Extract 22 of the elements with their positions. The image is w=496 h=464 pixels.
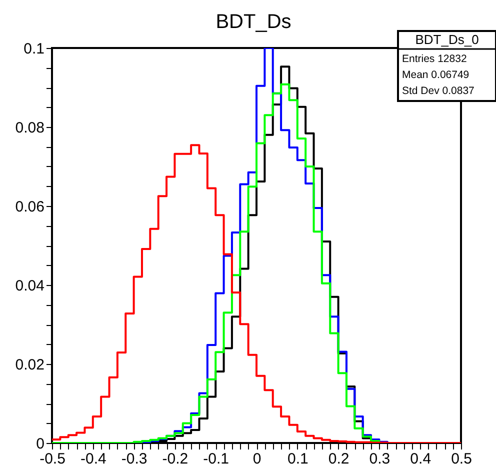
y-tick-label: 0.1 [24, 40, 44, 58]
y-tick-label: 0.06 [15, 198, 44, 216]
text: BDT_Ds_0 [415, 32, 479, 47]
x-tick-label: -0.1 [203, 450, 230, 464]
x-tick-label: -0.3 [121, 450, 148, 464]
x-tick-label: 0.2 [328, 450, 350, 464]
x-tick-label: -0.5 [40, 450, 66, 464]
x-tick-label: 0 [252, 450, 262, 464]
x-tick-label: 0.4 [410, 450, 432, 464]
annotation: Entries 12832 [402, 53, 467, 65]
x-tick-label: -0.2 [162, 450, 188, 464]
y-tick-label: 0.02 [15, 356, 44, 374]
annotation: Std Dev 0.0837 [402, 85, 475, 97]
x-tick-label: 0.5 [451, 450, 472, 464]
y-tick-label: 0.04 [15, 278, 44, 294]
y-tick-label: 0 [36, 436, 44, 452]
annotation: Mean 0.06749 [402, 69, 470, 81]
chart-title: BDT_Ds [216, 11, 292, 33]
y-tick-label: 0.08 [15, 120, 44, 136]
x-tick-label: 0.3 [369, 450, 390, 464]
x-tick-label: 0.1 [287, 450, 308, 464]
x-tick-label: -0.4 [80, 450, 106, 464]
